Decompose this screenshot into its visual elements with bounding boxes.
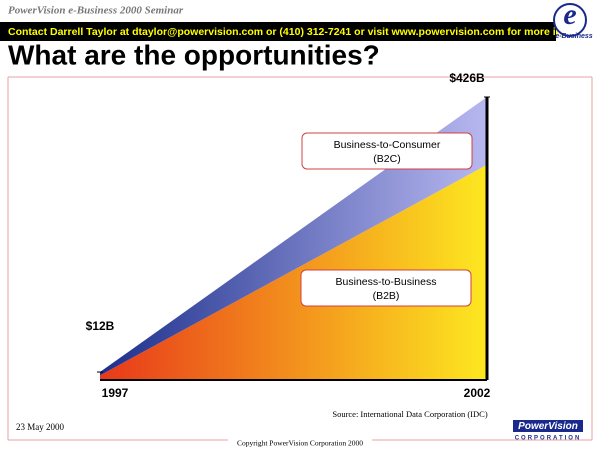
seminar-title: PowerVision e-Business 2000 Seminar <box>8 5 184 17</box>
plot: 1997 2002 $12B $426B Business-to-Business (B2… <box>86 71 491 400</box>
brand: PowerVision <box>518 421 578 432</box>
banner-text: Contact Darrell Taylor at dtaylor@powerv… <box>8 26 572 38</box>
x-tick-label: 2002 <box>464 386 491 400</box>
copyright: Copyright PowerVision Corporation 2000 <box>237 439 363 448</box>
total-label: $12B <box>86 319 115 333</box>
brand-bg <box>513 420 583 432</box>
logo-text: e-Business <box>555 33 592 40</box>
source: Source: International Data Corporation (… <box>332 409 487 419</box>
footer-bg <box>228 438 372 450</box>
series-label: Business-to-Consumer <box>334 139 441 151</box>
series-label-box <box>301 132 473 170</box>
series-abbr: (B2C) <box>373 153 400 165</box>
series-label-box <box>300 269 472 307</box>
series-label: Business-to-Business <box>336 276 437 288</box>
series-abbr: (B2B) <box>373 290 400 302</box>
banner <box>0 22 556 41</box>
slide-title: What are the opportunities? <box>8 39 380 70</box>
logo-e: e <box>563 0 576 31</box>
date: 23 May 2000 <box>16 422 64 432</box>
brand-sub: CORPORATION <box>515 436 582 442</box>
x-tick-label: 1997 <box>102 386 129 400</box>
area <box>100 164 487 380</box>
total-label: $426B <box>449 71 485 85</box>
logo-ring <box>553 3 587 37</box>
